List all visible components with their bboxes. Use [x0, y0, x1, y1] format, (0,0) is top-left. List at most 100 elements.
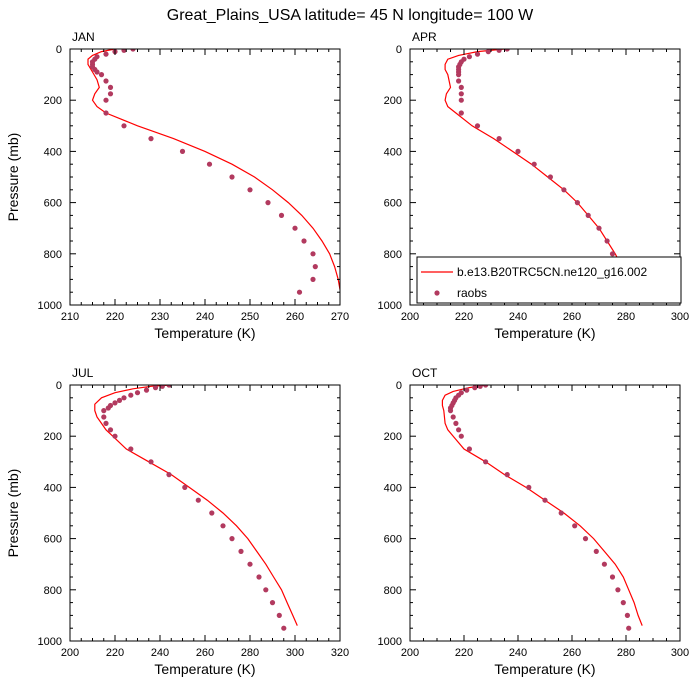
jan-raobs-point	[107, 91, 114, 97]
jul-xtick-label: 300	[286, 647, 304, 659]
oct-raobs-point	[477, 385, 483, 389]
jul-raobs-point	[152, 385, 159, 391]
jul-raobs-point	[143, 387, 150, 393]
apr-raobs-point	[604, 238, 610, 244]
oct-raobs-point	[626, 625, 632, 631]
jan-raobs-point	[229, 174, 235, 180]
apr-raobs-point	[561, 187, 567, 193]
jul-ytick-label: 400	[44, 482, 62, 494]
jul-model-line	[94, 385, 298, 626]
jan-raobs-point	[179, 148, 186, 154]
jul-raobs-point	[281, 625, 287, 631]
jul-raobs-point	[101, 414, 107, 420]
oct-xlabel: Temperature (K)	[494, 661, 595, 677]
oct-raobs-point	[542, 497, 548, 503]
panel-jul: 200 220 240 260 280 300 320 0 200 400 600 800 1000 JU…	[5, 366, 349, 677]
oct-ytick-label: 0	[396, 380, 402, 392]
apr-raobs-point	[585, 212, 591, 218]
panel-oct: 200 220 240 260 280 300 0 200 400 600 800 1000 OCT Te…	[378, 366, 690, 677]
jan-raobs-point	[103, 51, 109, 57]
jul-raobs-point	[263, 587, 269, 593]
apr-ytick-label: 200	[384, 95, 402, 107]
jan-ytick-label: 1000	[38, 300, 62, 312]
jul-raobs-point	[209, 510, 215, 516]
oct-raobs-point	[526, 484, 532, 490]
apr-panel-label: APR	[412, 30, 437, 44]
plot-area-jan	[87, 49, 340, 295]
jul-raobs-point	[101, 408, 107, 414]
panel-apr: 200 220 240 260 280 300 0 200 400 600 800 1000 APR Te…	[378, 30, 690, 341]
jul-raobs-point	[134, 390, 141, 396]
oct-raobs-point	[483, 385, 489, 388]
jul-raobs-point	[116, 397, 123, 403]
apr-ytick-label: 600	[384, 198, 402, 210]
oct-panel-label: OCT	[412, 366, 438, 380]
jul-raobs-point	[103, 420, 109, 426]
oct-xtick-label: 220	[455, 647, 473, 659]
legend-obs-marker	[434, 290, 440, 296]
jan-raobs-point	[296, 289, 303, 295]
oct-raobs-point	[472, 385, 478, 391]
jan-raobs-point	[265, 200, 271, 206]
apr-xtick-label: 300	[671, 311, 689, 323]
oct-raobs-point	[558, 510, 564, 516]
apr-raobs-point	[485, 49, 491, 55]
jan-xlabel: Temperature (K)	[154, 325, 255, 341]
oct-ytick-label: 800	[384, 585, 402, 597]
apr-raobs-point	[515, 148, 521, 154]
jul-xlabel: Temperature (K)	[154, 661, 255, 677]
apr-raobs-point	[609, 251, 616, 257]
oct-raobs-point	[615, 587, 621, 593]
apr-raobs-point	[531, 161, 537, 167]
oct-raobs-point	[450, 414, 456, 420]
apr-raobs-point	[504, 49, 510, 52]
jan-ytick-label: 400	[44, 146, 62, 158]
jan-raobs-point	[206, 161, 213, 167]
jul-ytick-label: 1000	[38, 636, 62, 648]
jul-xtick-label: 220	[106, 647, 124, 659]
plot-area-oct	[441, 385, 643, 631]
apr-raobs-point	[458, 91, 464, 97]
apr-raobs-point	[547, 174, 554, 180]
apr-ytick-label: 800	[384, 249, 402, 261]
jan-xtick-label: 250	[241, 311, 259, 323]
jul-raobs-point	[256, 574, 262, 580]
jul-xtick-label: 320	[331, 647, 349, 659]
apr-raobs-point	[474, 51, 481, 57]
jan-raobs-point	[148, 136, 154, 142]
apr-raobs-point	[496, 136, 502, 142]
apr-raobs-point	[456, 72, 462, 78]
jul-raobs-point	[182, 484, 188, 490]
jan-raobs-point	[103, 110, 109, 116]
jul-ytick-label: 800	[44, 585, 62, 597]
jul-ytick-label: 600	[44, 534, 62, 546]
oct-raobs-point	[624, 612, 631, 619]
apr-ytick-label: 400	[384, 146, 402, 158]
oct-xtick-label: 260	[563, 647, 581, 659]
jan-ylabel: Pressure (mb)	[5, 133, 21, 222]
apr-raobs-point	[456, 78, 462, 84]
jul-raobs-point	[238, 548, 244, 555]
apr-ytick-label: 0	[396, 44, 402, 56]
jul-panel-label: JUL	[72, 366, 94, 380]
jan-ytick-label: 200	[44, 95, 62, 107]
jan-panel-label: JAN	[72, 30, 95, 44]
jul-raobs-point	[220, 523, 226, 529]
jan-raobs-point	[121, 123, 127, 129]
jul-ylabel: Pressure (mb)	[5, 469, 21, 558]
jul-raobs-point	[128, 392, 134, 398]
jul-raobs-point	[112, 400, 118, 406]
jan-raobs-point	[94, 69, 100, 75]
jan-raobs-point	[312, 264, 318, 270]
apr-raobs-point	[466, 54, 472, 60]
jul-raobs-point	[107, 427, 114, 433]
jul-raobs-point	[269, 600, 276, 606]
oct-raobs-point	[609, 574, 616, 580]
jul-xtick-label: 200	[61, 647, 79, 659]
oct-raobs-point	[483, 459, 489, 465]
oct-raobs-point	[601, 561, 608, 567]
jan-xtick-label: 260	[286, 311, 304, 323]
jul-ytick-label: 0	[56, 380, 62, 392]
oct-raobs-point	[456, 427, 462, 433]
